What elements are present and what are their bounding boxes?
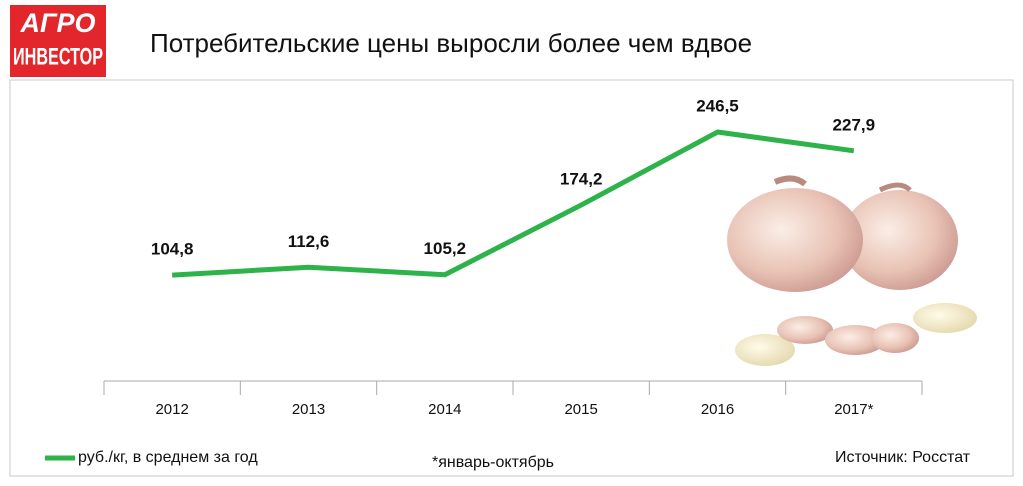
x-tick-label: 2014 <box>428 401 461 418</box>
data-label: 105,2 <box>424 239 467 258</box>
data-label: 246,5 <box>696 97 739 116</box>
source: Источник: Росстат <box>835 449 971 466</box>
x-tick-label: 2017* <box>834 401 873 418</box>
footnote: *январь-октябрь <box>432 454 554 471</box>
frame <box>9 79 1014 477</box>
garlic-illustration <box>727 175 977 366</box>
logo-box <box>10 5 106 77</box>
chart-title: Потребительские цены выросли более чем в… <box>150 28 752 58</box>
x-tick-label: 2012 <box>155 401 188 418</box>
legend-label: руб./кг, в среднем за год <box>78 449 258 466</box>
data-label: 174,2 <box>560 170 603 189</box>
x-tick-label: 2015 <box>564 401 597 418</box>
data-label: 112,6 <box>288 232 330 251</box>
x-tick-label: 2016 <box>701 401 734 418</box>
line <box>172 129 855 278</box>
data-label: 104,8 <box>151 240 194 259</box>
data-label: 227,9 <box>833 115 876 134</box>
logo-text: ИНВЕСТОР <box>13 43 103 70</box>
x-tick-label: 2013 <box>292 401 325 418</box>
logo-text: АГРО <box>19 8 95 38</box>
